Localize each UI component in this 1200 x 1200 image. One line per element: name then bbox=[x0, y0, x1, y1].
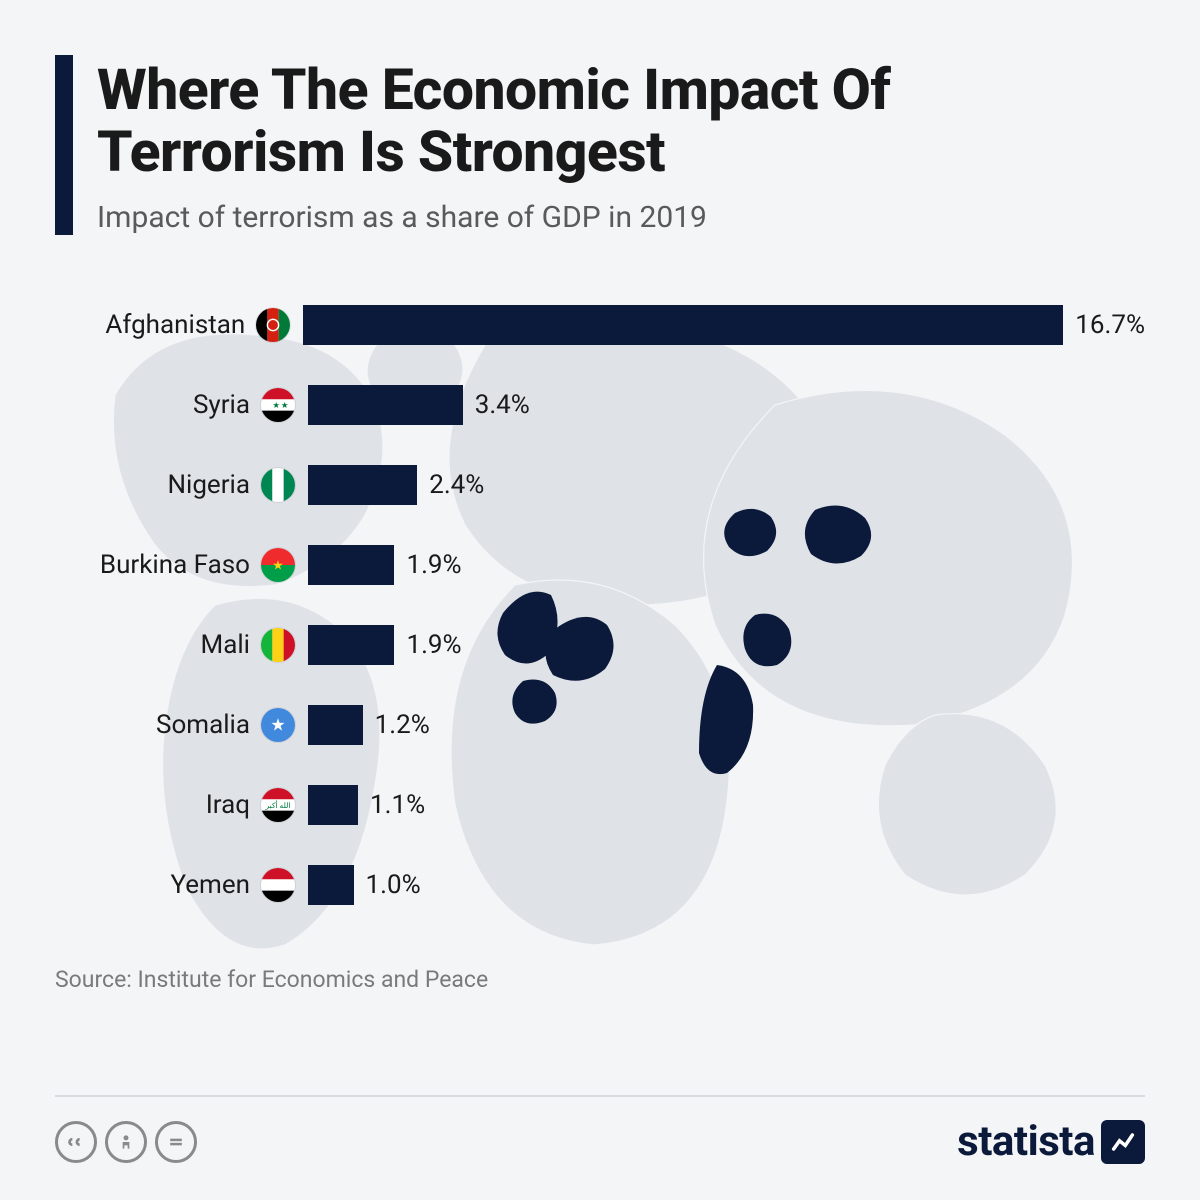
bar-wrap: 1.1% bbox=[308, 785, 425, 825]
country-label: Yemen bbox=[55, 870, 260, 900]
bar-value: 1.2% bbox=[375, 710, 430, 740]
brand-logo: statista bbox=[957, 1117, 1145, 1166]
by-icon bbox=[105, 1121, 147, 1163]
bar-wrap: 1.9% bbox=[308, 625, 462, 665]
country-label: Nigeria bbox=[55, 470, 260, 500]
flag-icon bbox=[255, 307, 291, 343]
bar-wrap: 2.4% bbox=[308, 465, 484, 505]
flag-icon bbox=[260, 867, 296, 903]
page-title: Where The Economic Impact Of Terrorism I… bbox=[97, 59, 1145, 182]
infographic-container: Where The Economic Impact Of Terrorism I… bbox=[0, 0, 1200, 1200]
title-wrap: Where The Economic Impact Of Terrorism I… bbox=[97, 55, 1145, 235]
svg-text:★: ★ bbox=[281, 401, 289, 411]
bar-row: Burkina Faso ★ 1.9% bbox=[55, 525, 1145, 605]
bar-value: 3.4% bbox=[475, 390, 530, 420]
bar-row: Syria ★★ 3.4% bbox=[55, 365, 1145, 445]
bar-wrap: 3.4% bbox=[308, 385, 530, 425]
header: Where The Economic Impact Of Terrorism I… bbox=[55, 55, 1145, 235]
bar-value: 2.4% bbox=[429, 470, 484, 500]
bar-row: Afghanistan 16.7% bbox=[55, 285, 1145, 365]
chart-area: Afghanistan 16.7% Syria ★★ 3.4% Nigeria … bbox=[55, 285, 1145, 985]
cc-license-icons bbox=[55, 1121, 197, 1163]
bar-wrap: 1.2% bbox=[308, 705, 430, 745]
flag-icon bbox=[260, 467, 296, 503]
country-label: Iraq bbox=[55, 790, 260, 820]
bar-wrap: 1.9% bbox=[308, 545, 462, 585]
svg-text:الله أكبر: الله أكبر bbox=[265, 799, 291, 810]
country-label: Somalia bbox=[55, 710, 260, 740]
bar-value: 1.9% bbox=[406, 550, 461, 580]
brand-mark-icon bbox=[1101, 1120, 1145, 1164]
bar-value: 16.7% bbox=[1075, 310, 1145, 340]
bar-wrap: 16.7% bbox=[303, 305, 1145, 345]
brand-text: statista bbox=[957, 1117, 1095, 1166]
bar-wrap: 1.0% bbox=[308, 865, 421, 905]
bar bbox=[303, 305, 1063, 345]
nd-icon bbox=[155, 1121, 197, 1163]
bar bbox=[308, 705, 363, 745]
svg-text:★: ★ bbox=[270, 716, 285, 736]
source-text: Source: Institute for Economics and Peac… bbox=[55, 966, 488, 993]
bar bbox=[308, 385, 463, 425]
bar-list: Afghanistan 16.7% Syria ★★ 3.4% Nigeria … bbox=[55, 285, 1145, 925]
country-label: Mali bbox=[55, 630, 260, 660]
flag-icon bbox=[260, 627, 296, 663]
accent-bar bbox=[55, 55, 73, 235]
country-label: Burkina Faso bbox=[55, 550, 260, 580]
country-label: Afghanistan bbox=[55, 310, 255, 340]
bar bbox=[308, 785, 358, 825]
bar-row: Iraq الله أكبر 1.1% bbox=[55, 765, 1145, 845]
bar bbox=[308, 545, 394, 585]
flag-icon: ★★ bbox=[260, 387, 296, 423]
page-subtitle: Impact of terrorism as a share of GDP in… bbox=[97, 200, 1145, 235]
bar-row: Yemen 1.0% bbox=[55, 845, 1145, 925]
bar-row: Nigeria 2.4% bbox=[55, 445, 1145, 525]
cc-icon bbox=[55, 1121, 97, 1163]
bar bbox=[308, 465, 417, 505]
bar-row: Mali 1.9% bbox=[55, 605, 1145, 685]
bar-value: 1.9% bbox=[406, 630, 461, 660]
footer: statista bbox=[55, 1095, 1145, 1166]
flag-icon: الله أكبر bbox=[260, 787, 296, 823]
bar bbox=[308, 625, 394, 665]
flag-icon: ★ bbox=[260, 547, 296, 583]
bar-value: 1.0% bbox=[366, 870, 421, 900]
svg-text:★: ★ bbox=[272, 401, 280, 411]
flag-icon: ★ bbox=[260, 707, 296, 743]
country-label: Syria bbox=[55, 390, 260, 420]
bar-row: Somalia ★ 1.2% bbox=[55, 685, 1145, 765]
svg-text:★: ★ bbox=[272, 559, 284, 574]
bar-value: 1.1% bbox=[370, 790, 425, 820]
bar bbox=[308, 865, 354, 905]
